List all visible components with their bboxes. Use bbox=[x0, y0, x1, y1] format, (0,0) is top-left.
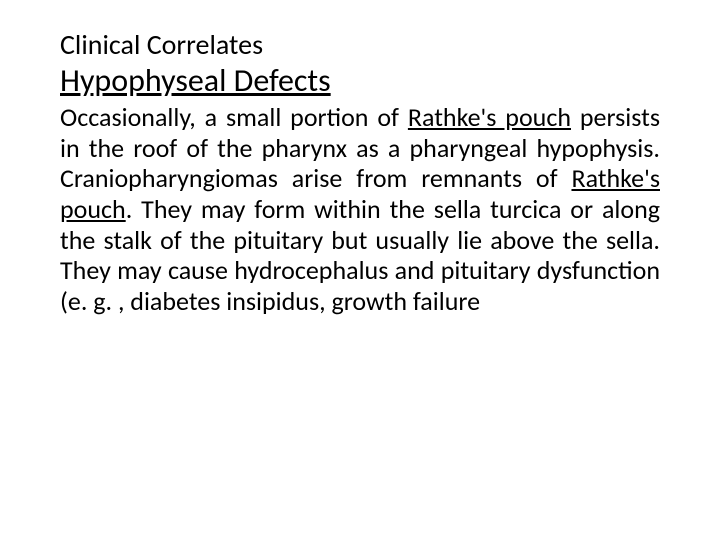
body-paragraph: Occasionally, a small portion of Rathke'… bbox=[60, 102, 660, 317]
term-rathkes-pouch-1: Rathke's pouch bbox=[408, 101, 571, 133]
heading-clinical-correlates: Clinical Correlates bbox=[60, 30, 660, 61]
body-text-pre: Occasionally, a small portion of bbox=[60, 101, 408, 133]
body-text-post: . They may form within the sella turcica… bbox=[60, 193, 660, 317]
slide-container: Clinical Correlates Hypophyseal Defects … bbox=[0, 0, 720, 540]
heading-hypophyseal-defects: Hypophyseal Defects bbox=[60, 63, 660, 98]
